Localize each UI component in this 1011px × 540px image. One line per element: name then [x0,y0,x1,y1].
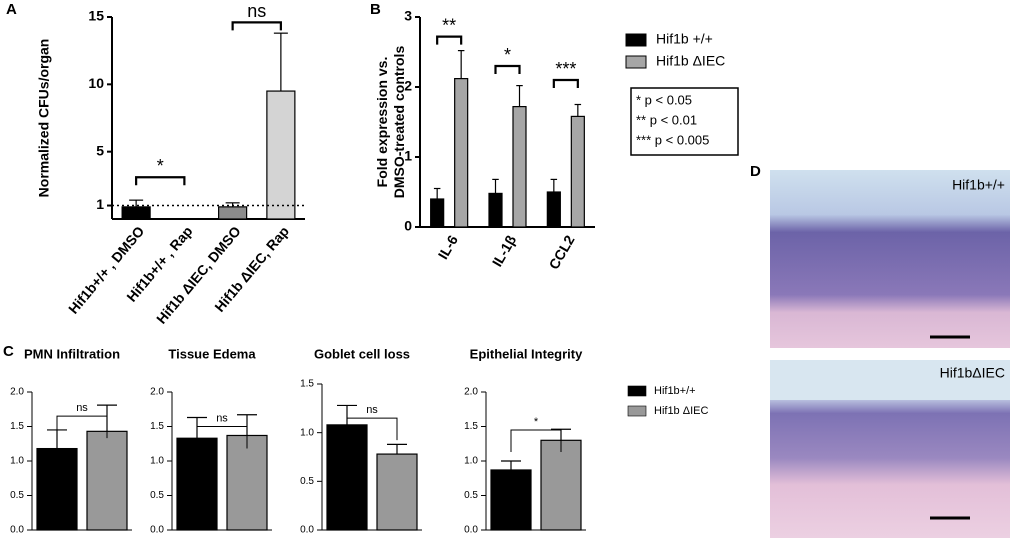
significance-bracket [231,21,282,31]
y-tick-label: 1.5 [464,421,478,432]
significance-bracket [196,426,248,449]
significance-key-box [630,87,739,156]
bar [454,77,469,228]
bar [540,439,582,531]
y-tick-label: 2 [404,78,412,94]
significance-label: * [534,416,539,428]
y-tick-label: 1.5 [150,421,164,432]
chart-title: Tissue Edema [168,346,256,361]
bar [121,206,151,220]
significance-bracket [436,35,463,45]
y-tick-label: 1.0 [300,427,314,438]
legend-swatch [627,405,647,417]
x-tick-label: IL-6 [435,232,461,262]
significance-bracket [56,415,108,439]
y-tick-label: 0.0 [300,525,314,536]
y-tick-label: 2.0 [10,387,24,398]
y-axis-label: DMSO-treated controls [391,46,407,199]
image-label: Hif1bΔIEC [940,365,1005,381]
x-tick-label: Hif1b ΔIEC, DMSO [153,223,244,327]
significance-label: * [157,156,164,176]
significance-label: ** [442,15,456,35]
histology-image [770,170,1010,348]
y-tick-label: 1.0 [10,456,24,467]
y-tick-label: 0.0 [10,525,24,536]
chart-title: PMN Infiltration [24,346,120,361]
x-tick-label: CCL2 [546,232,578,272]
y-tick-label: 5 [96,142,104,158]
legend-label: Hif1b+/+ [654,385,696,397]
legend-label: Hif1b +/+ [656,31,713,47]
bar [490,469,532,531]
significance-key: * p < 0.05 [636,92,692,107]
bar [570,115,585,228]
bar [226,434,268,531]
significance-label: ns [247,1,266,21]
y-axis-label: Normalized CFUs/organ [36,39,52,198]
chart-title: Goblet cell loss [314,346,410,361]
panel-label: A [6,1,17,18]
significance-label: ns [76,402,88,414]
x-tick-label: IL-1β [489,232,520,269]
significance-label: ns [366,404,378,416]
y-tick-label: 1.5 [10,421,24,432]
bar [36,447,78,531]
y-tick-label: 0.5 [150,490,164,501]
y-tick-label: 2.0 [464,387,478,398]
y-tick-label: 3 [404,8,412,24]
y-tick-label: 0 [404,218,412,234]
significance-label: * [504,45,511,65]
chart-title: Epithelial Integrity [470,346,583,361]
bar [218,206,248,220]
y-tick-label: 1.5 [300,379,314,390]
image-background [770,360,1010,400]
y-tick-label: 1 [96,196,104,212]
legend-label: Hif1b ΔIEC [656,53,725,69]
legend-swatch [625,55,647,69]
bar [430,198,445,228]
y-tick-label: 0.5 [300,476,314,487]
bar [488,192,503,228]
y-axis-label: Fold expression vs. [374,57,390,188]
legend-label: Hif1b ΔIEC [654,405,708,417]
panel-label: C [3,343,14,360]
significance-bracket [346,417,398,441]
significance-key: *** p < 0.005 [636,132,709,147]
y-tick-label: 1.0 [150,456,164,467]
image-label: Hif1b+/+ [952,177,1005,193]
significance-key: ** p < 0.01 [636,112,697,127]
panel-label: D [750,163,761,180]
y-tick-label: 1.0 [464,456,478,467]
panel-label: B [370,1,381,18]
bar [176,437,218,531]
significance-bracket [552,78,579,88]
legend-swatch [625,33,647,47]
y-tick-label: 10 [88,75,104,91]
significance-bracket [510,429,562,452]
y-tick-label: 0.0 [150,525,164,536]
bar [326,424,368,531]
y-tick-label: 1 [404,148,412,164]
significance-bracket [494,64,521,74]
bar [266,90,296,220]
bar [376,453,418,531]
y-tick-label: 15 [88,8,104,24]
legend-swatch [627,385,647,397]
y-tick-label: 0.5 [10,490,24,501]
bar [512,105,527,228]
y-tick-label: 2.0 [150,387,164,398]
bar [86,430,128,531]
y-tick-label: 0.0 [464,525,478,536]
y-tick-label: 0.5 [464,490,478,501]
significance-bracket [135,176,186,186]
bar [546,191,561,228]
significance-label: ns [216,412,228,424]
significance-label: *** [555,59,576,79]
